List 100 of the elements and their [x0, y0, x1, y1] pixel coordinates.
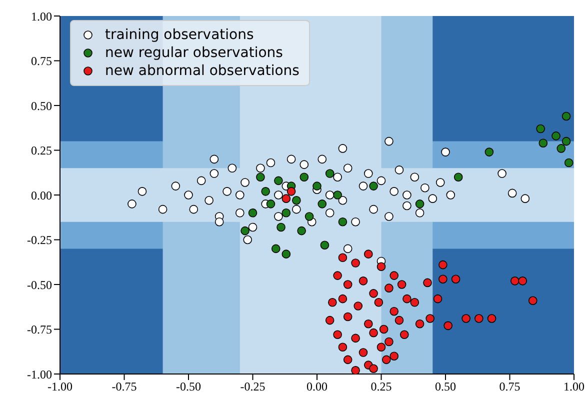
- point: [552, 132, 560, 140]
- point: [382, 355, 391, 364]
- point: [274, 190, 283, 200]
- point: [256, 164, 265, 173]
- point: [292, 204, 301, 214]
- point: [256, 172, 265, 182]
- point: [420, 183, 430, 192]
- point: [384, 136, 394, 146]
- point: [562, 112, 571, 121]
- point: [325, 208, 334, 218]
- x-tick-label: 0.25: [370, 380, 392, 394]
- point: [441, 148, 450, 156]
- point: [343, 280, 352, 289]
- point: [210, 169, 219, 178]
- point: [338, 144, 348, 153]
- point: [436, 178, 445, 187]
- point: [128, 200, 136, 208]
- point: [536, 124, 545, 134]
- point: [487, 314, 496, 323]
- point: [438, 274, 448, 284]
- point: [351, 258, 360, 268]
- point: [338, 196, 348, 205]
- point: [333, 172, 342, 182]
- point: [343, 164, 352, 173]
- x-tick-label: -0.75: [112, 380, 137, 394]
- point: [297, 226, 306, 236]
- x-tick-label: 0.00: [306, 380, 328, 394]
- point: [300, 172, 309, 182]
- point: [518, 276, 527, 286]
- point: [364, 250, 373, 258]
- point: [402, 201, 412, 210]
- point: [390, 306, 398, 316]
- point: [266, 200, 276, 208]
- point: [358, 182, 368, 190]
- point: [415, 200, 424, 208]
- point: [510, 276, 520, 286]
- point: [236, 190, 244, 200]
- x-tick-label: -0.50: [176, 380, 201, 394]
- point: [304, 212, 314, 221]
- point: [358, 276, 368, 286]
- point: [410, 172, 420, 182]
- point: [325, 316, 334, 325]
- point: [248, 222, 258, 232]
- point: [274, 176, 283, 186]
- x-tick-label: -0.25: [240, 380, 266, 394]
- point: [292, 196, 301, 205]
- point: [325, 190, 334, 200]
- point: [333, 330, 342, 340]
- y-tick-label: 0.75: [31, 54, 52, 68]
- point: [318, 154, 327, 164]
- y-tick-label: 0.00: [31, 188, 52, 202]
- point: [364, 169, 373, 178]
- x-tick-label: -1.00: [48, 380, 72, 394]
- point: [300, 160, 309, 169]
- point: [384, 337, 394, 346]
- point: [261, 187, 270, 196]
- point: [384, 284, 394, 292]
- point: [338, 342, 348, 352]
- point: [338, 294, 348, 304]
- point: [243, 235, 252, 244]
- point: [328, 298, 337, 307]
- point: [214, 217, 224, 226]
- point: [369, 289, 378, 298]
- point: [462, 314, 470, 323]
- point: [394, 166, 404, 174]
- point: [184, 190, 193, 200]
- point: [354, 302, 363, 310]
- point: [390, 352, 398, 360]
- point: [228, 164, 237, 173]
- point: [240, 178, 250, 187]
- x-tick-label: 1.00: [564, 380, 584, 394]
- point: [271, 244, 280, 254]
- point: [562, 136, 571, 146]
- point: [351, 366, 360, 374]
- point: [158, 204, 168, 214]
- point: [556, 144, 566, 153]
- point: [376, 342, 386, 352]
- point: [400, 330, 409, 340]
- point: [364, 319, 373, 328]
- x-tick-label: 0.75: [499, 380, 520, 394]
- point: [428, 194, 438, 203]
- point: [312, 182, 322, 190]
- point: [474, 314, 484, 323]
- point: [484, 148, 494, 156]
- point: [369, 182, 378, 190]
- point: [204, 196, 214, 205]
- point: [333, 271, 342, 280]
- x-tick-label: 0.50: [435, 380, 456, 394]
- point: [433, 294, 442, 304]
- y-tick-label: -1.00: [27, 367, 52, 382]
- legend-label: new regular observations: [105, 45, 283, 61]
- point: [333, 190, 342, 200]
- point: [248, 208, 258, 218]
- y-tick-label: 0.25: [31, 144, 52, 158]
- y-tick-label: 1.00: [31, 9, 52, 24]
- point: [222, 187, 232, 196]
- point: [369, 364, 378, 374]
- point: [394, 316, 404, 325]
- point: [286, 187, 296, 196]
- point: [210, 154, 219, 164]
